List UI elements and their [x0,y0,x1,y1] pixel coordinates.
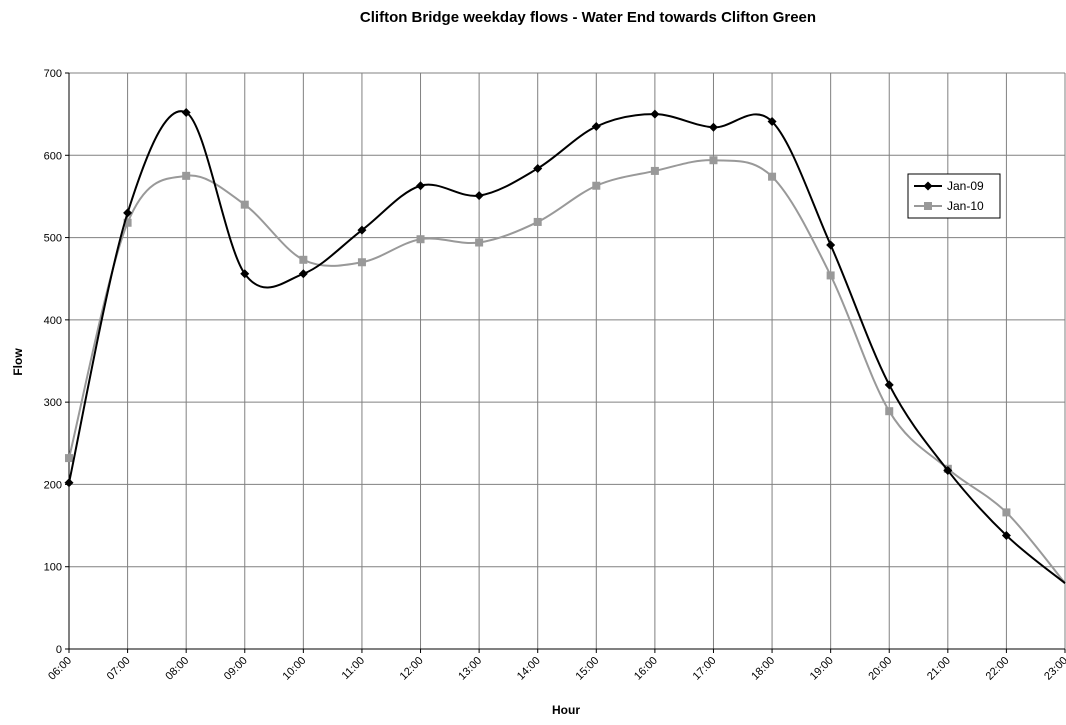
data-point-jan-10 [65,454,73,463]
data-point-jan-09 [533,163,543,173]
x-axis-title: Hour [552,703,580,717]
x-tick-label: 12:00 [398,655,426,683]
data-point-jan-10 [475,238,484,247]
x-tick-label: 11:00 [340,655,367,682]
data-point-jan-10 [1002,508,1011,517]
y-tick-label: 100 [44,562,62,574]
data-point-jan-09 [416,181,426,191]
series-line-jan-10 [68,159,1066,584]
y-tick-label: 400 [44,315,62,327]
data-point-jan-09 [591,121,601,131]
data-point-jan-10 [592,181,601,190]
data-point-jan-09 [708,122,718,132]
y-tick-label: 500 [44,233,62,245]
x-tick-label: 22:00 [984,655,1012,683]
y-tick-label: 0 [56,644,62,656]
data-point-jan-10 [885,407,894,416]
legend: Jan-09 Jan-10 [907,173,1001,219]
x-tick-label: 14:00 [515,655,543,683]
x-tick-label: 13:00 [456,655,484,683]
data-point-jan-09 [181,107,191,117]
x-tick-label: 18:00 [749,655,777,683]
legend-marker-jan-10 [924,202,932,210]
data-point-jan-10 [416,235,425,244]
legend-marker-jan-09 [923,181,933,191]
chart-title: Clifton Bridge weekday flows - Water End… [360,9,816,26]
legend-label-jan-09: Jan-09 [947,179,984,193]
legend-label-jan-10: Jan-10 [947,199,984,213]
data-point-jan-10 [240,200,249,209]
x-tick-label: 17:00 [691,655,719,683]
data-point-jan-10 [357,258,366,267]
data-point-jan-10 [533,217,542,226]
x-tick-label: 16:00 [632,655,660,683]
data-point-jan-09 [64,478,74,488]
x-tick-label: 09:00 [222,655,250,683]
data-point-jan-09 [650,109,660,119]
data-point-jan-09 [298,269,308,279]
data-point-jan-09 [474,191,484,201]
data-point-jan-10 [299,255,308,264]
series-layer [64,107,1066,584]
data-point-jan-10 [123,218,132,227]
x-tick-label: 07:00 [105,655,133,683]
gridlines [69,72,1066,649]
series-jan-10 [65,156,1066,584]
series-jan-09 [64,107,1066,584]
data-point-jan-09 [826,240,836,250]
legend-box [907,173,1001,219]
data-point-jan-10 [826,271,835,280]
data-point-jan-09 [357,225,367,235]
data-point-jan-09 [123,208,133,218]
x-tick-label: 20:00 [866,655,894,683]
data-point-jan-10 [182,171,191,180]
y-tick-label: 700 [44,68,62,80]
x-tick-label: 06:00 [46,655,74,683]
x-tick-label: 19:00 [808,655,836,683]
data-point-jan-10 [709,156,718,165]
y-tick-label: 200 [44,479,62,491]
x-tick-label: 10:00 [281,655,309,683]
axes [65,72,1066,653]
data-point-jan-09 [884,380,894,390]
x-tick-label: 23:00 [1042,655,1066,683]
x-tick-label: 08:00 [163,655,191,683]
x-tick-label: 15:00 [573,655,601,683]
data-point-jan-09 [1001,530,1011,540]
x-tick-label: 21:00 [925,655,953,683]
data-point-jan-10 [650,166,659,175]
data-point-jan-09 [240,269,250,279]
data-point-jan-10 [768,172,777,181]
y-tick-label: 600 [44,150,62,162]
data-point-jan-09 [767,117,777,127]
axis-labels: 0 100 200 300 400 500 600 700 06:00 07:00 08:00 09:… [44,68,1066,683]
y-axis-title: Flow [11,348,25,376]
data-point-jan-09 [943,465,953,475]
y-tick-label: 300 [44,397,62,409]
